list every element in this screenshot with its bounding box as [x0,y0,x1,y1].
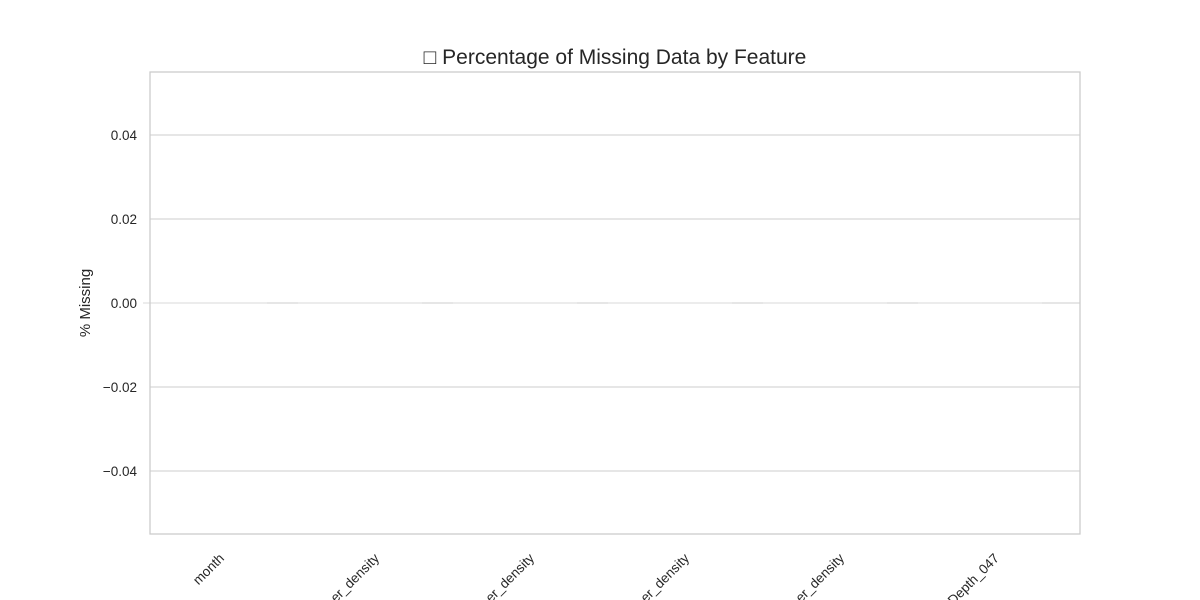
chart-title: □ Percentage of Missing Data by Feature [424,46,807,69]
x-tick-label: …er_density [783,550,847,600]
plot-frame [149,71,1081,535]
bar [453,302,577,304]
x-tick-label: …er_density [473,550,537,600]
bar [763,302,887,304]
bar [918,302,1042,304]
y-tick-label: 0.02 [111,212,137,227]
x-tick-layer: month …er_density …er_density …er_density …e… [190,550,1002,600]
y-tick-label: −0.04 [103,464,138,479]
x-tick-label: …er_density [628,550,692,600]
y-tick-label: −0.02 [103,380,137,395]
bar [143,302,267,304]
y-tick-label: 0.04 [111,128,138,143]
bar [298,302,422,304]
x-tick-label: …er_density [318,550,382,600]
x-tick-label: month [190,551,227,588]
y-tick-layer: −0.04 −0.02 0.00 0.02 0.04 [103,128,138,479]
x-tick-label: …Depth_047 [935,551,1002,600]
y-axis-label: % Missing [77,269,94,337]
bar [608,302,732,304]
bar-layer [143,302,1042,304]
y-tick-label: 0.00 [111,296,137,311]
